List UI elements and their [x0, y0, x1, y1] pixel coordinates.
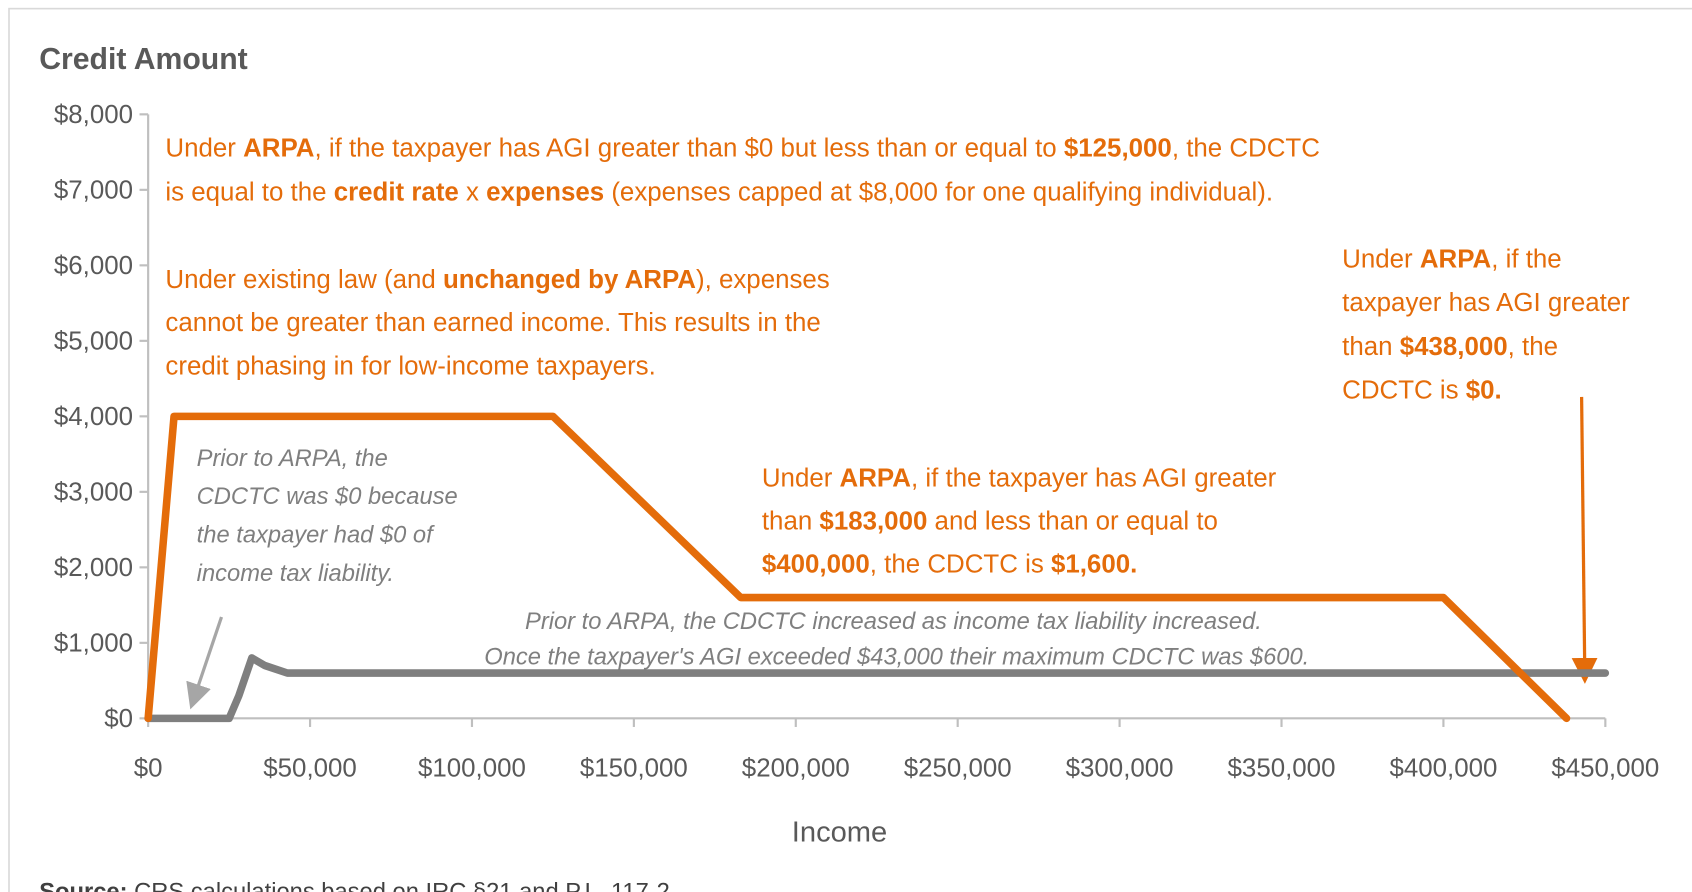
text-run: the taxpayer had $0 of [197, 523, 435, 549]
chart-border [8, 7, 1692, 892]
annotation-line: is equal to the credit rate x expenses (… [165, 179, 1273, 207]
text-run: cannot be greater than earned income. Th… [165, 309, 820, 337]
y-tick-label: $3,000 [54, 478, 133, 506]
x-tick-label: $100,000 [418, 755, 526, 783]
source-note: Source: CRS calculations based on IRC §2… [39, 880, 676, 892]
text-run: Under [762, 464, 840, 492]
text-run: x [459, 179, 486, 207]
text-run: , the [1508, 333, 1558, 361]
text-run: CDCTC is [1342, 377, 1466, 405]
annotation-line: $400,000, the CDCTC is $1,600. [762, 551, 1137, 579]
annotation-line: than $438,000, the [1342, 333, 1558, 361]
text-run: credit phasing in for low-income taxpaye… [165, 352, 655, 380]
y-tick-label: $8,000 [54, 101, 133, 129]
text-run: expenses [486, 179, 604, 207]
series-line [144, 654, 1610, 723]
text-run: Under existing law (and [165, 266, 443, 294]
series-line [144, 412, 1571, 723]
text-run: Prior to ARPA, the [197, 446, 388, 472]
axes: $0 $1,000 $2,000 $3,000 $4,000 $5,000 $6,000 $7… [54, 101, 1659, 783]
annotation-line: CDCTC was $0 because [197, 484, 458, 510]
text-run: $125,000 [1064, 134, 1172, 162]
text-run: Under [1342, 245, 1420, 273]
annotation-line: Prior to ARPA, the CDCTC increased as in… [525, 609, 1262, 635]
text-run: taxpayer has AGI greater [1342, 289, 1630, 317]
text-run: $400,000 [762, 551, 870, 579]
y-tick-label: $7,000 [54, 176, 133, 204]
text-run: Prior to ARPA, the CDCTC increased as in… [525, 609, 1262, 635]
y-tick-label: $1,000 [54, 629, 133, 657]
x-tick-label: $150,000 [580, 755, 688, 783]
y-tick-label: $0 [104, 705, 133, 733]
text-run: ), expenses [696, 266, 830, 294]
annotation-line: Under ARPA, if the taxpayer has AGI grea… [762, 464, 1277, 492]
annotation-line: credit phasing in for low-income taxpaye… [165, 352, 655, 380]
text-run: $1,600. [1051, 551, 1137, 579]
x-tick-label: $350,000 [1228, 755, 1336, 783]
annotation-line: than $183,000 and less than or equal to [762, 508, 1218, 536]
text-run: $183,000 [819, 508, 927, 536]
text-run: Once the taxpayer's AGI exceeded $43,000… [478, 644, 1310, 670]
annotation-line: income tax liability. [197, 561, 394, 587]
arrow [186, 616, 224, 710]
text-run: CRS calculations based on IRC §21 and P.… [128, 880, 677, 892]
annotation-line: Under ARPA, if the [1342, 245, 1562, 273]
text-run: and less than or equal to [927, 508, 1218, 536]
text-run: ARPA [840, 464, 911, 492]
x-tick-label: $450,000 [1551, 755, 1659, 783]
annotation-line: CDCTC is $0. [1342, 377, 1502, 405]
y-tick-label: $4,000 [54, 403, 133, 431]
arrow [1571, 396, 1598, 684]
text-run: , if the taxpayer has AGI greater [911, 464, 1277, 492]
x-tick-label: $200,000 [742, 755, 850, 783]
annotation-line: Once the taxpayer's AGI exceeded $43,000… [478, 644, 1310, 670]
chart-title: Credit Amount [39, 43, 248, 76]
text-run: , the CDCTC is [870, 551, 1051, 579]
annotation-line: Prior to ARPA, the [197, 446, 388, 472]
x-tick-label: $250,000 [904, 755, 1012, 783]
text-run: ARPA [1420, 245, 1491, 273]
text-run: Source: [39, 880, 127, 892]
text-run: $438,000 [1400, 333, 1508, 361]
annotations: Under ARPA, if the taxpayer has AGI grea… [39, 134, 1630, 892]
annotation-line: Under ARPA, if the taxpayer has AGI grea… [165, 134, 1320, 162]
text-run: than [762, 508, 820, 536]
annotation-line: taxpayer has AGI greater [1342, 289, 1630, 317]
text-run: CDCTC was $0 because [197, 484, 458, 510]
text-run: unchanged by ARPA [443, 266, 696, 294]
text-run: income tax liability. [197, 561, 394, 587]
text-run: Under [165, 134, 243, 162]
x-axis-label: Income [792, 816, 887, 848]
y-tick-label: $5,000 [54, 327, 133, 355]
text-run: than [1342, 333, 1400, 361]
y-tick-label: $6,000 [54, 252, 133, 280]
text-run: credit rate [334, 179, 459, 207]
x-tick-label: $400,000 [1389, 755, 1497, 783]
text-run: , the CDCTC [1172, 134, 1320, 162]
x-tick-label: $50,000 [263, 755, 357, 783]
text-run: is equal to the [165, 179, 333, 207]
plot-area [144, 412, 1610, 723]
annotation-line: cannot be greater than earned income. Th… [165, 309, 820, 337]
annotation-line: Under existing law (and unchanged by ARP… [165, 266, 829, 294]
text-run: (expenses capped at $8,000 for one quali… [604, 179, 1273, 207]
text-run: $0. [1466, 377, 1502, 405]
text-run: , if the taxpayer has AGI greater than $… [314, 134, 1063, 162]
text-run: ARPA [243, 134, 314, 162]
annotation-line: the taxpayer had $0 of [197, 523, 435, 549]
x-tick-label: $0 [134, 755, 163, 783]
x-tick-label: $300,000 [1066, 755, 1174, 783]
y-tick-label: $2,000 [54, 554, 133, 582]
text-run: , if the [1491, 245, 1561, 273]
